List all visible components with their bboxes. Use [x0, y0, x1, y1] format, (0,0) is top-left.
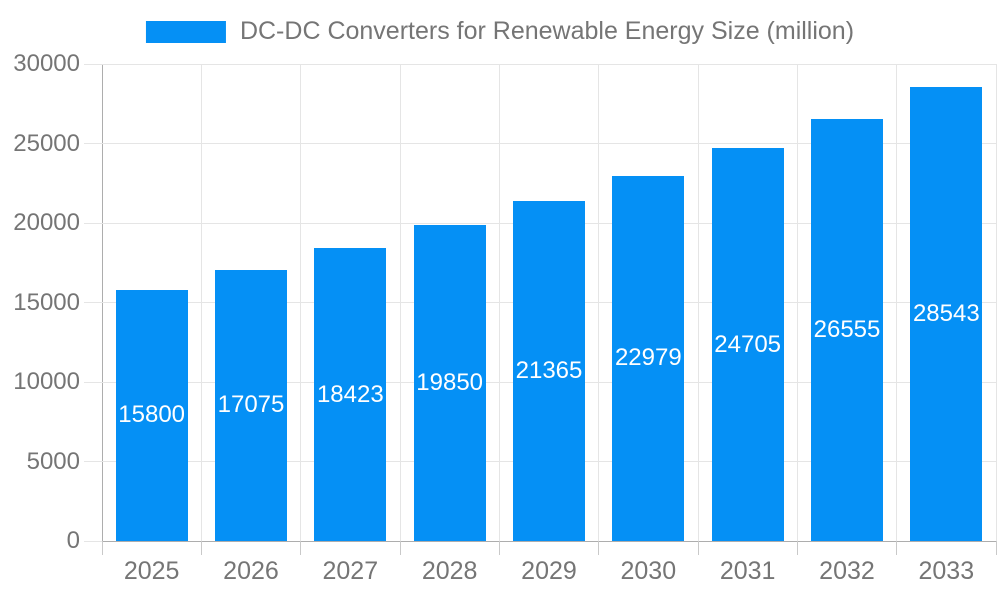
y-tick [84, 381, 102, 383]
y-tick-label: 0 [66, 527, 80, 554]
gridline-v [300, 64, 302, 541]
x-tick [896, 541, 898, 555]
bar-value-label: 17075 [217, 391, 285, 419]
bar-value-label: 22979 [614, 344, 682, 372]
y-tick-label: 10000 [13, 368, 80, 395]
gridline-v [697, 64, 699, 541]
x-tick-label: 2027 [322, 557, 379, 585]
bar-value-label: 26555 [813, 315, 881, 343]
x-axis-line [102, 541, 996, 542]
x-tick [399, 541, 401, 555]
bar[interactable]: 24705 [711, 148, 784, 541]
y-tick-label: 20000 [13, 209, 80, 236]
x-tick [200, 541, 202, 555]
x-tick-label: 2030 [620, 557, 677, 585]
bar-value-label: 18423 [316, 380, 384, 408]
gridline-v [995, 64, 997, 541]
bar-value-label: 19850 [416, 369, 484, 397]
bar[interactable]: 26555 [811, 118, 883, 541]
bar[interactable]: 19850 [413, 225, 486, 541]
y-tick-label: 5000 [26, 447, 80, 475]
bar[interactable]: 22979 [612, 175, 685, 541]
x-tick [101, 541, 103, 555]
gridline-v [399, 64, 401, 541]
y-tick-label: 30000 [13, 50, 80, 77]
x-tick-label: 2029 [521, 557, 577, 585]
y-tick [84, 143, 102, 144]
gridline-v [498, 64, 500, 541]
y-tick [84, 302, 102, 303]
x-tick [300, 541, 302, 555]
bar[interactable]: 17075 [215, 269, 287, 541]
x-tick-label: 2025 [123, 557, 180, 585]
y-tick-label: 25000 [13, 129, 80, 157]
legend[interactable]: DC-DC Converters for Renewable Energy Si… [145, 17, 855, 46]
y-tick [84, 461, 102, 462]
y-tick [84, 540, 102, 542]
bar-value-label: 15800 [118, 401, 186, 429]
x-tick-label: 2031 [719, 557, 776, 585]
x-tick-label: 2026 [223, 557, 279, 585]
x-tick-label: 2028 [421, 557, 478, 585]
x-tick [598, 541, 600, 555]
y-tick [84, 222, 102, 224]
gridline-h [102, 143, 996, 144]
x-tick [498, 541, 500, 555]
plot-area: 15800 17075 18423 19850 21365 22979 24705 26555… [102, 63, 997, 542]
bar[interactable]: 18423 [314, 248, 387, 541]
y-tick-label: 15000 [13, 288, 80, 316]
bar-value-label: 24705 [714, 330, 782, 358]
bar-value-label: 28543 [912, 300, 980, 328]
legend-label: DC-DC Converters for Renewable Energy Si… [239, 17, 855, 45]
x-tick [796, 541, 798, 555]
x-tick [995, 541, 997, 555]
gridline-v [598, 64, 600, 541]
bar[interactable]: 21365 [513, 201, 585, 541]
gridline-v [796, 64, 798, 541]
x-tick-label: 2032 [819, 557, 875, 585]
bar[interactable]: 28543 [910, 87, 983, 541]
x-tick-label: 2033 [918, 557, 975, 585]
legend-swatch-icon[interactable] [145, 20, 226, 43]
bar[interactable]: 15800 [115, 289, 188, 541]
gridline-v [896, 64, 898, 541]
gridline-v [200, 64, 202, 541]
gridline-h [102, 63, 996, 65]
y-tick [84, 63, 102, 65]
bar-value-label: 21365 [515, 357, 583, 385]
x-tick [697, 541, 699, 555]
